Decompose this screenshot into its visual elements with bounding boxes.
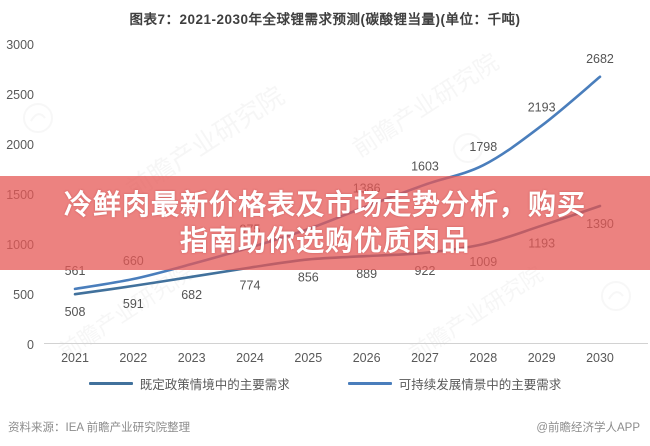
line-swatch-icon <box>347 382 392 385</box>
chart-title: 图表7：2021-2030年全球锂需求预测(碳酸锂当量)(单位：千吨) <box>129 12 521 27</box>
data-point-label: 889 <box>356 267 377 281</box>
footer-credit: @前瞻经济学人APP <box>536 422 640 434</box>
overlay-banner: 冷鲜肉最新价格表及市场走势分析，购买 指南助你选购优质肉品 <box>0 176 650 270</box>
banner-headline-line1: 冷鲜肉最新价格表及市场走势分析，购买 <box>63 189 586 220</box>
data-point-label: 2682 <box>586 52 614 66</box>
legend-item-steps: 既定政策情境中的主要需求 <box>88 374 290 393</box>
footer-source: 资料来源：IEA 前瞻产业研究院整理 <box>8 422 191 434</box>
data-point-label: 1603 <box>411 160 439 174</box>
x-axis-tick-label: 2027 <box>411 351 439 365</box>
y-axis-tick-label: 3000 <box>6 38 34 52</box>
y-axis-tick-label: 2500 <box>6 88 34 102</box>
watermark-logo-icon <box>460 143 476 152</box>
data-point-label: 508 <box>65 305 86 319</box>
chart-legend: 既定政策情境中的主要需求 可持续发展情景中的主要需求 <box>0 374 650 393</box>
data-point-label: 856 <box>298 270 319 284</box>
x-axis-tick-label: 2026 <box>353 351 381 365</box>
legend-label-sds: 可持续发展情景中的主要需求 <box>398 378 562 392</box>
data-point-label: 591 <box>123 297 144 311</box>
data-point-label: 774 <box>240 279 261 293</box>
x-axis-tick-label: 2024 <box>236 351 264 365</box>
data-point-label: 2193 <box>528 101 556 115</box>
x-axis-tick-label: 2028 <box>469 351 497 365</box>
y-axis-tick-label: 500 <box>13 288 34 302</box>
legend-item-sds: 可持续发展情景中的主要需求 <box>347 374 562 393</box>
x-axis-tick-label: 2022 <box>119 351 147 365</box>
data-point-label: 682 <box>181 288 202 302</box>
y-axis-tick-label: 0 <box>27 338 34 352</box>
line-swatch-icon <box>88 382 133 385</box>
watermark-logo-icon <box>601 281 631 311</box>
x-axis-tick-label: 2025 <box>294 351 322 365</box>
x-axis-tick-label: 2030 <box>586 351 614 365</box>
y-axis-tick-label: 2000 <box>6 138 34 152</box>
watermark-logo-icon <box>608 291 624 300</box>
banner-headline-line2: 指南助你选购优质肉品 <box>179 225 470 256</box>
watermark-logo-icon <box>453 133 483 163</box>
x-axis-tick-label: 2021 <box>61 351 89 365</box>
x-axis-tick-label: 2029 <box>528 351 556 365</box>
watermark-logo-icon <box>23 103 53 133</box>
x-axis-tick-label: 2023 <box>178 351 206 365</box>
watermark-logo-icon <box>30 113 46 122</box>
legend-label-steps: 既定政策情境中的主要需求 <box>139 378 290 392</box>
data-point-label: 1798 <box>469 140 497 154</box>
